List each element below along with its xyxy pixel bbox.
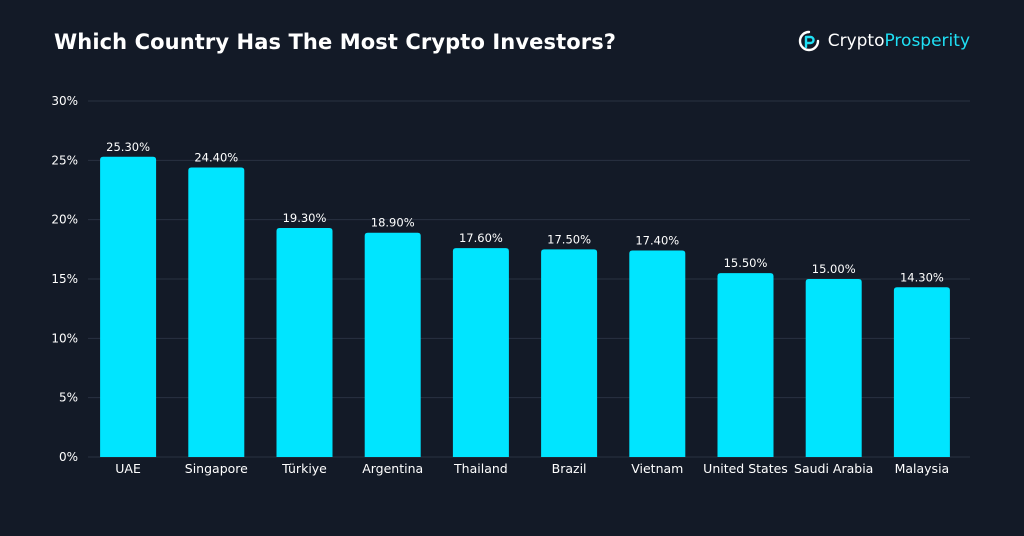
category-label: Türkiye <box>281 461 327 476</box>
cryptoprosperity-logo-icon <box>798 30 819 52</box>
category-label: UAE <box>115 461 141 476</box>
category-label: Vietnam <box>631 461 683 476</box>
chart-title: Which Country Has The Most Crypto Invest… <box>54 30 617 54</box>
bar <box>276 227 333 457</box>
bar <box>364 232 421 457</box>
category-label: Brazil <box>552 461 587 476</box>
category-label: Saudi Arabia <box>794 461 873 476</box>
brand-name-part2: Prosperity <box>884 31 970 51</box>
bars <box>100 156 950 458</box>
category-label: United States <box>703 461 788 476</box>
data-label: 17.40% <box>635 234 679 248</box>
y-tick-label: 15% <box>51 272 78 286</box>
bar <box>100 156 157 458</box>
y-tick-label: 20% <box>51 213 78 227</box>
bar <box>629 250 686 457</box>
x-axis-category-labels: UAE Singapore Türkiye Argentina Thailand Braz… <box>115 461 949 476</box>
y-tick-label: 10% <box>51 331 78 345</box>
data-label: 19.30% <box>283 211 327 225</box>
data-label: 17.60% <box>459 231 503 245</box>
category-label: Malaysia <box>895 461 950 476</box>
category-label: Argentina <box>362 461 423 476</box>
data-label: 15.00% <box>812 262 856 276</box>
bar <box>893 287 950 457</box>
data-label: 25.30% <box>106 140 150 154</box>
brand-name-part1: Crypto <box>827 31 885 51</box>
y-tick-label: 25% <box>51 153 78 167</box>
data-label: 15.50% <box>724 256 768 270</box>
data-label: 24.40% <box>194 150 238 164</box>
y-tick-label: 0% <box>59 450 78 464</box>
data-label: 14.30% <box>900 270 944 284</box>
y-tick-label: 5% <box>59 391 78 405</box>
bar <box>805 279 862 457</box>
y-axis-tick-labels: 0% 5% 10% 15% 20% 25% 30% <box>51 94 78 464</box>
brand: Crypto Prosperity <box>798 30 970 52</box>
bar <box>541 249 598 457</box>
bar <box>717 273 774 457</box>
category-label: Singapore <box>185 461 248 476</box>
data-label: 17.50% <box>547 232 591 246</box>
bar <box>452 248 509 457</box>
data-label: 18.90% <box>371 216 415 230</box>
y-tick-label: 30% <box>51 94 78 108</box>
brand-name: Crypto Prosperity <box>828 31 970 51</box>
bar <box>188 167 245 457</box>
data-labels: 25.30% 24.40% 19.30% 18.90% 17.60% 17.50% 17.4… <box>106 140 944 285</box>
category-label: Thailand <box>453 461 508 476</box>
